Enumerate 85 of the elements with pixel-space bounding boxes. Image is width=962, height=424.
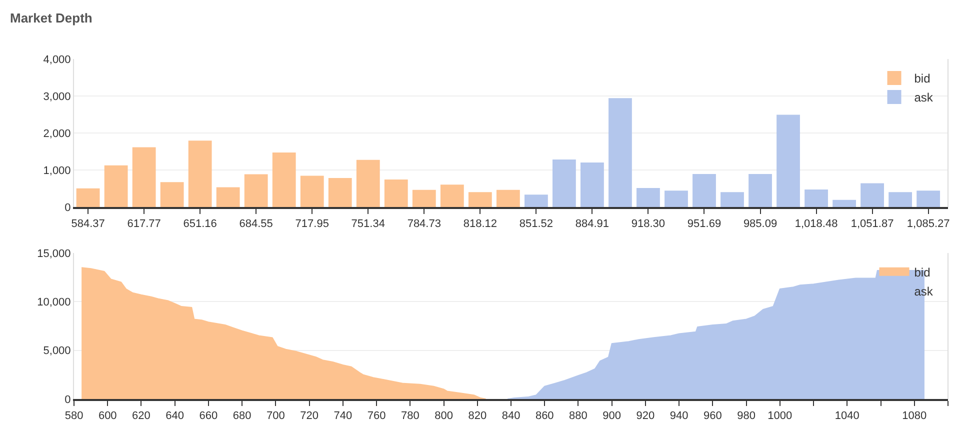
series-label: ask [914, 284, 934, 299]
bar [440, 184, 464, 207]
y-tick-label: 1,000 [43, 164, 71, 177]
bar [300, 176, 324, 207]
x-tick-label: 680 [232, 410, 252, 422]
x-tick-label: 800 [434, 410, 453, 422]
x-tick-label: 951.69 [687, 218, 722, 230]
x-tick-label: 920 [636, 410, 655, 422]
y-tick-label: 0 [64, 202, 71, 214]
bar [720, 192, 744, 207]
x-tick-label: 684.55 [239, 218, 273, 230]
bar [524, 194, 548, 207]
legend-label: bid [914, 266, 930, 280]
bar [804, 189, 828, 207]
bar [244, 174, 268, 207]
legend-label: bid [914, 72, 930, 86]
y-tick-label: 4,000 [43, 54, 71, 66]
bar [496, 190, 520, 207]
x-tick-label: 940 [670, 410, 688, 422]
x-tick-label: 820 [468, 410, 487, 422]
x-tick-label: 884.91 [575, 218, 610, 230]
y-tick-label: 3,000 [43, 90, 71, 103]
bar [636, 188, 660, 207]
x-tick-label: 880 [569, 410, 588, 422]
bar [916, 190, 940, 207]
bar [832, 200, 856, 207]
x-tick-label: 1,018.48 [794, 218, 838, 230]
bar [272, 152, 296, 207]
x-tick-label: 840 [502, 410, 520, 422]
x-tick-label: 918.30 [631, 218, 666, 230]
x-tick-label: 740 [334, 410, 352, 422]
bar [552, 160, 576, 207]
x-tick-label: 717.95 [295, 218, 329, 230]
x-tick-label: 617.77 [127, 218, 161, 230]
y-tick-label: 2,000 [43, 128, 71, 140]
x-tick-label: 620 [132, 410, 150, 422]
x-tick-label: 751.34 [351, 218, 385, 230]
x-tick-label: 851.52 [519, 218, 554, 230]
bar [328, 178, 352, 207]
x-tick-label: 980 [737, 410, 756, 422]
bar [412, 190, 436, 207]
bar [748, 174, 772, 207]
x-tick-label: 900 [602, 410, 622, 422]
x-tick-label: 784.73 [407, 218, 441, 230]
bar [216, 187, 240, 207]
chart-title: Market Depth [10, 10, 92, 26]
x-tick-label: 780 [400, 410, 420, 422]
bar [76, 188, 100, 207]
bar [664, 190, 688, 207]
x-tick-label: 1000 [768, 410, 792, 422]
x-tick-label: 600 [98, 410, 117, 422]
x-tick-label: 720 [300, 410, 318, 422]
bar [356, 160, 380, 207]
bar [776, 114, 800, 207]
x-tick-label: 640 [166, 410, 184, 422]
x-tick-label: 1,085.27 [906, 218, 950, 230]
x-tick-label: 860 [535, 410, 554, 422]
x-tick-label: 985.09 [743, 218, 778, 230]
bar [188, 140, 212, 207]
bar [468, 192, 492, 207]
x-tick-label: 580 [64, 410, 84, 422]
legend-label: ask [914, 90, 934, 105]
y-tick-label: 15,000 [37, 248, 71, 260]
x-tick-label: 760 [367, 410, 386, 422]
x-tick-label: 700 [266, 410, 285, 422]
x-tick-label: 960 [704, 410, 722, 422]
x-tick-label: 1080 [902, 410, 927, 422]
x-tick-label: 660 [199, 410, 218, 422]
bar [692, 174, 716, 207]
bar [860, 183, 884, 207]
y-tick-label: 10,000 [37, 296, 71, 309]
x-tick-label: 1040 [834, 410, 860, 422]
bar [132, 147, 156, 207]
bar [888, 192, 912, 207]
bar [608, 98, 632, 207]
x-tick-label: 1,051.87 [850, 218, 894, 230]
x-tick-label: 584.37 [71, 218, 105, 230]
bar [160, 182, 184, 207]
y-tick-label: 5,000 [43, 345, 71, 358]
x-tick-label: 818.12 [463, 218, 497, 230]
bar [384, 179, 408, 207]
y-tick-label: 0 [64, 394, 71, 406]
bar [104, 165, 128, 207]
x-tick-label: 651.16 [183, 218, 217, 230]
bar [580, 162, 604, 207]
